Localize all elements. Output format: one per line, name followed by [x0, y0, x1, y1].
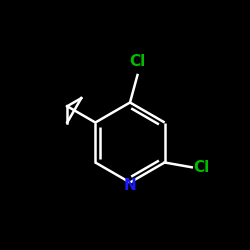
- Text: Cl: Cl: [194, 160, 210, 175]
- Text: Cl: Cl: [130, 54, 146, 69]
- Text: N: N: [124, 178, 136, 192]
